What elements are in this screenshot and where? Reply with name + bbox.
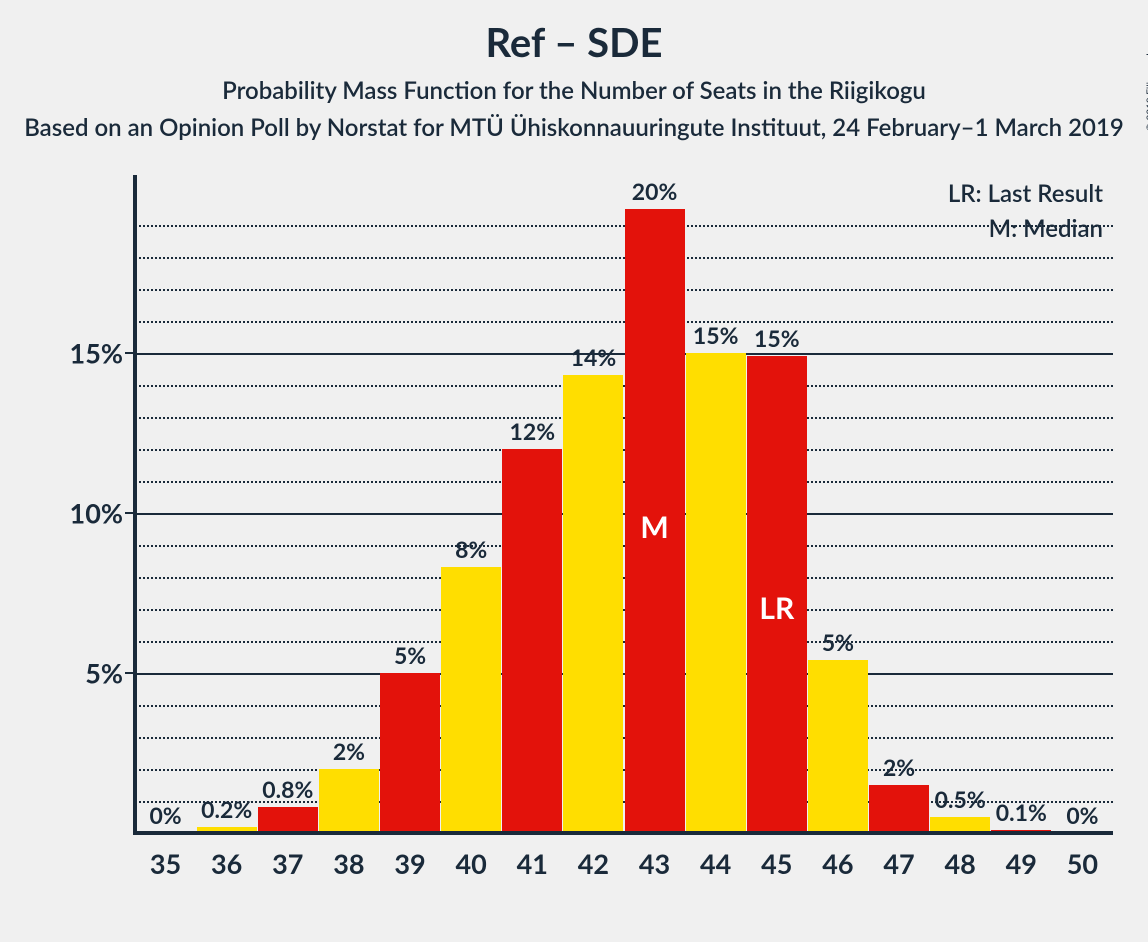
x-tick-label: 38 — [333, 833, 364, 880]
bar-value-label: 8% — [455, 535, 487, 567]
bar: 20%M — [625, 209, 685, 833]
x-tick-label: 36 — [211, 833, 242, 880]
bar-value-label: 15% — [754, 324, 800, 356]
bar: 5% — [808, 660, 868, 833]
bar-value-label: 0.8% — [262, 775, 313, 807]
bar-value-label: 12% — [510, 417, 556, 449]
x-tick-label: 45 — [761, 833, 792, 880]
bar: 14% — [563, 375, 623, 833]
y-axis — [133, 175, 137, 835]
bar-value-label: 2% — [883, 753, 915, 785]
chart-title: Ref – SDE — [0, 18, 1148, 66]
bar: 2% — [319, 769, 379, 833]
bar: 15% — [686, 353, 746, 833]
bar: 15%LR — [747, 356, 807, 833]
y-tick-label: 10% — [70, 497, 135, 530]
y-tick-label: 15% — [70, 337, 135, 370]
bar-value-label: 15% — [693, 321, 739, 353]
bar: 5% — [380, 673, 440, 833]
chart-source: Based on an Opinion Poll by Norstat for … — [0, 113, 1148, 142]
bar: 2% — [869, 785, 929, 833]
x-tick-label: 50 — [1067, 833, 1098, 880]
x-tick-label: 40 — [456, 833, 487, 880]
bar-value-label: 0.1% — [996, 798, 1047, 830]
bar: 8% — [441, 567, 501, 833]
bar-value-label: 0% — [1066, 801, 1098, 833]
y-tick-label: 5% — [85, 657, 135, 690]
plot-area: 5%10%15%0%0.2%0.8%2%5%8%12%14%20%M15%15%… — [135, 193, 1113, 833]
x-tick-label: 49 — [1006, 833, 1037, 880]
bar-value-label: 0.5% — [935, 785, 986, 817]
x-tick-label: 43 — [639, 833, 670, 880]
x-tick-label: 42 — [578, 833, 609, 880]
chart-subtitle: Probability Mass Function for the Number… — [0, 76, 1148, 105]
bar: 0.8% — [258, 807, 318, 833]
x-tick-label: 37 — [272, 833, 303, 880]
bar-value-label: 14% — [571, 343, 617, 375]
x-tick-label: 41 — [517, 833, 548, 880]
x-tick-label: 39 — [394, 833, 425, 880]
bar-inner-label: LR — [747, 590, 807, 626]
chart-area: LR: Last Result M: Median 5%10%15%0%0.2%… — [135, 193, 1113, 833]
x-tick-label: 44 — [700, 833, 731, 880]
bar-inner-label: M — [625, 509, 685, 545]
x-tick-label: 46 — [822, 833, 853, 880]
x-tick-label: 48 — [945, 833, 976, 880]
copyright-text: © 2019 Filip van Laenen — [1144, 24, 1148, 131]
bar-value-label: 20% — [632, 177, 678, 209]
x-tick-label: 47 — [883, 833, 914, 880]
bar-value-label: 5% — [394, 641, 426, 673]
bar-value-label: 5% — [822, 628, 854, 660]
bar: 12% — [502, 449, 562, 833]
bar-value-label: 2% — [333, 737, 365, 769]
bar-value-label: 0% — [149, 801, 181, 833]
x-tick-label: 35 — [150, 833, 181, 880]
bar-value-label: 0.2% — [201, 795, 252, 827]
